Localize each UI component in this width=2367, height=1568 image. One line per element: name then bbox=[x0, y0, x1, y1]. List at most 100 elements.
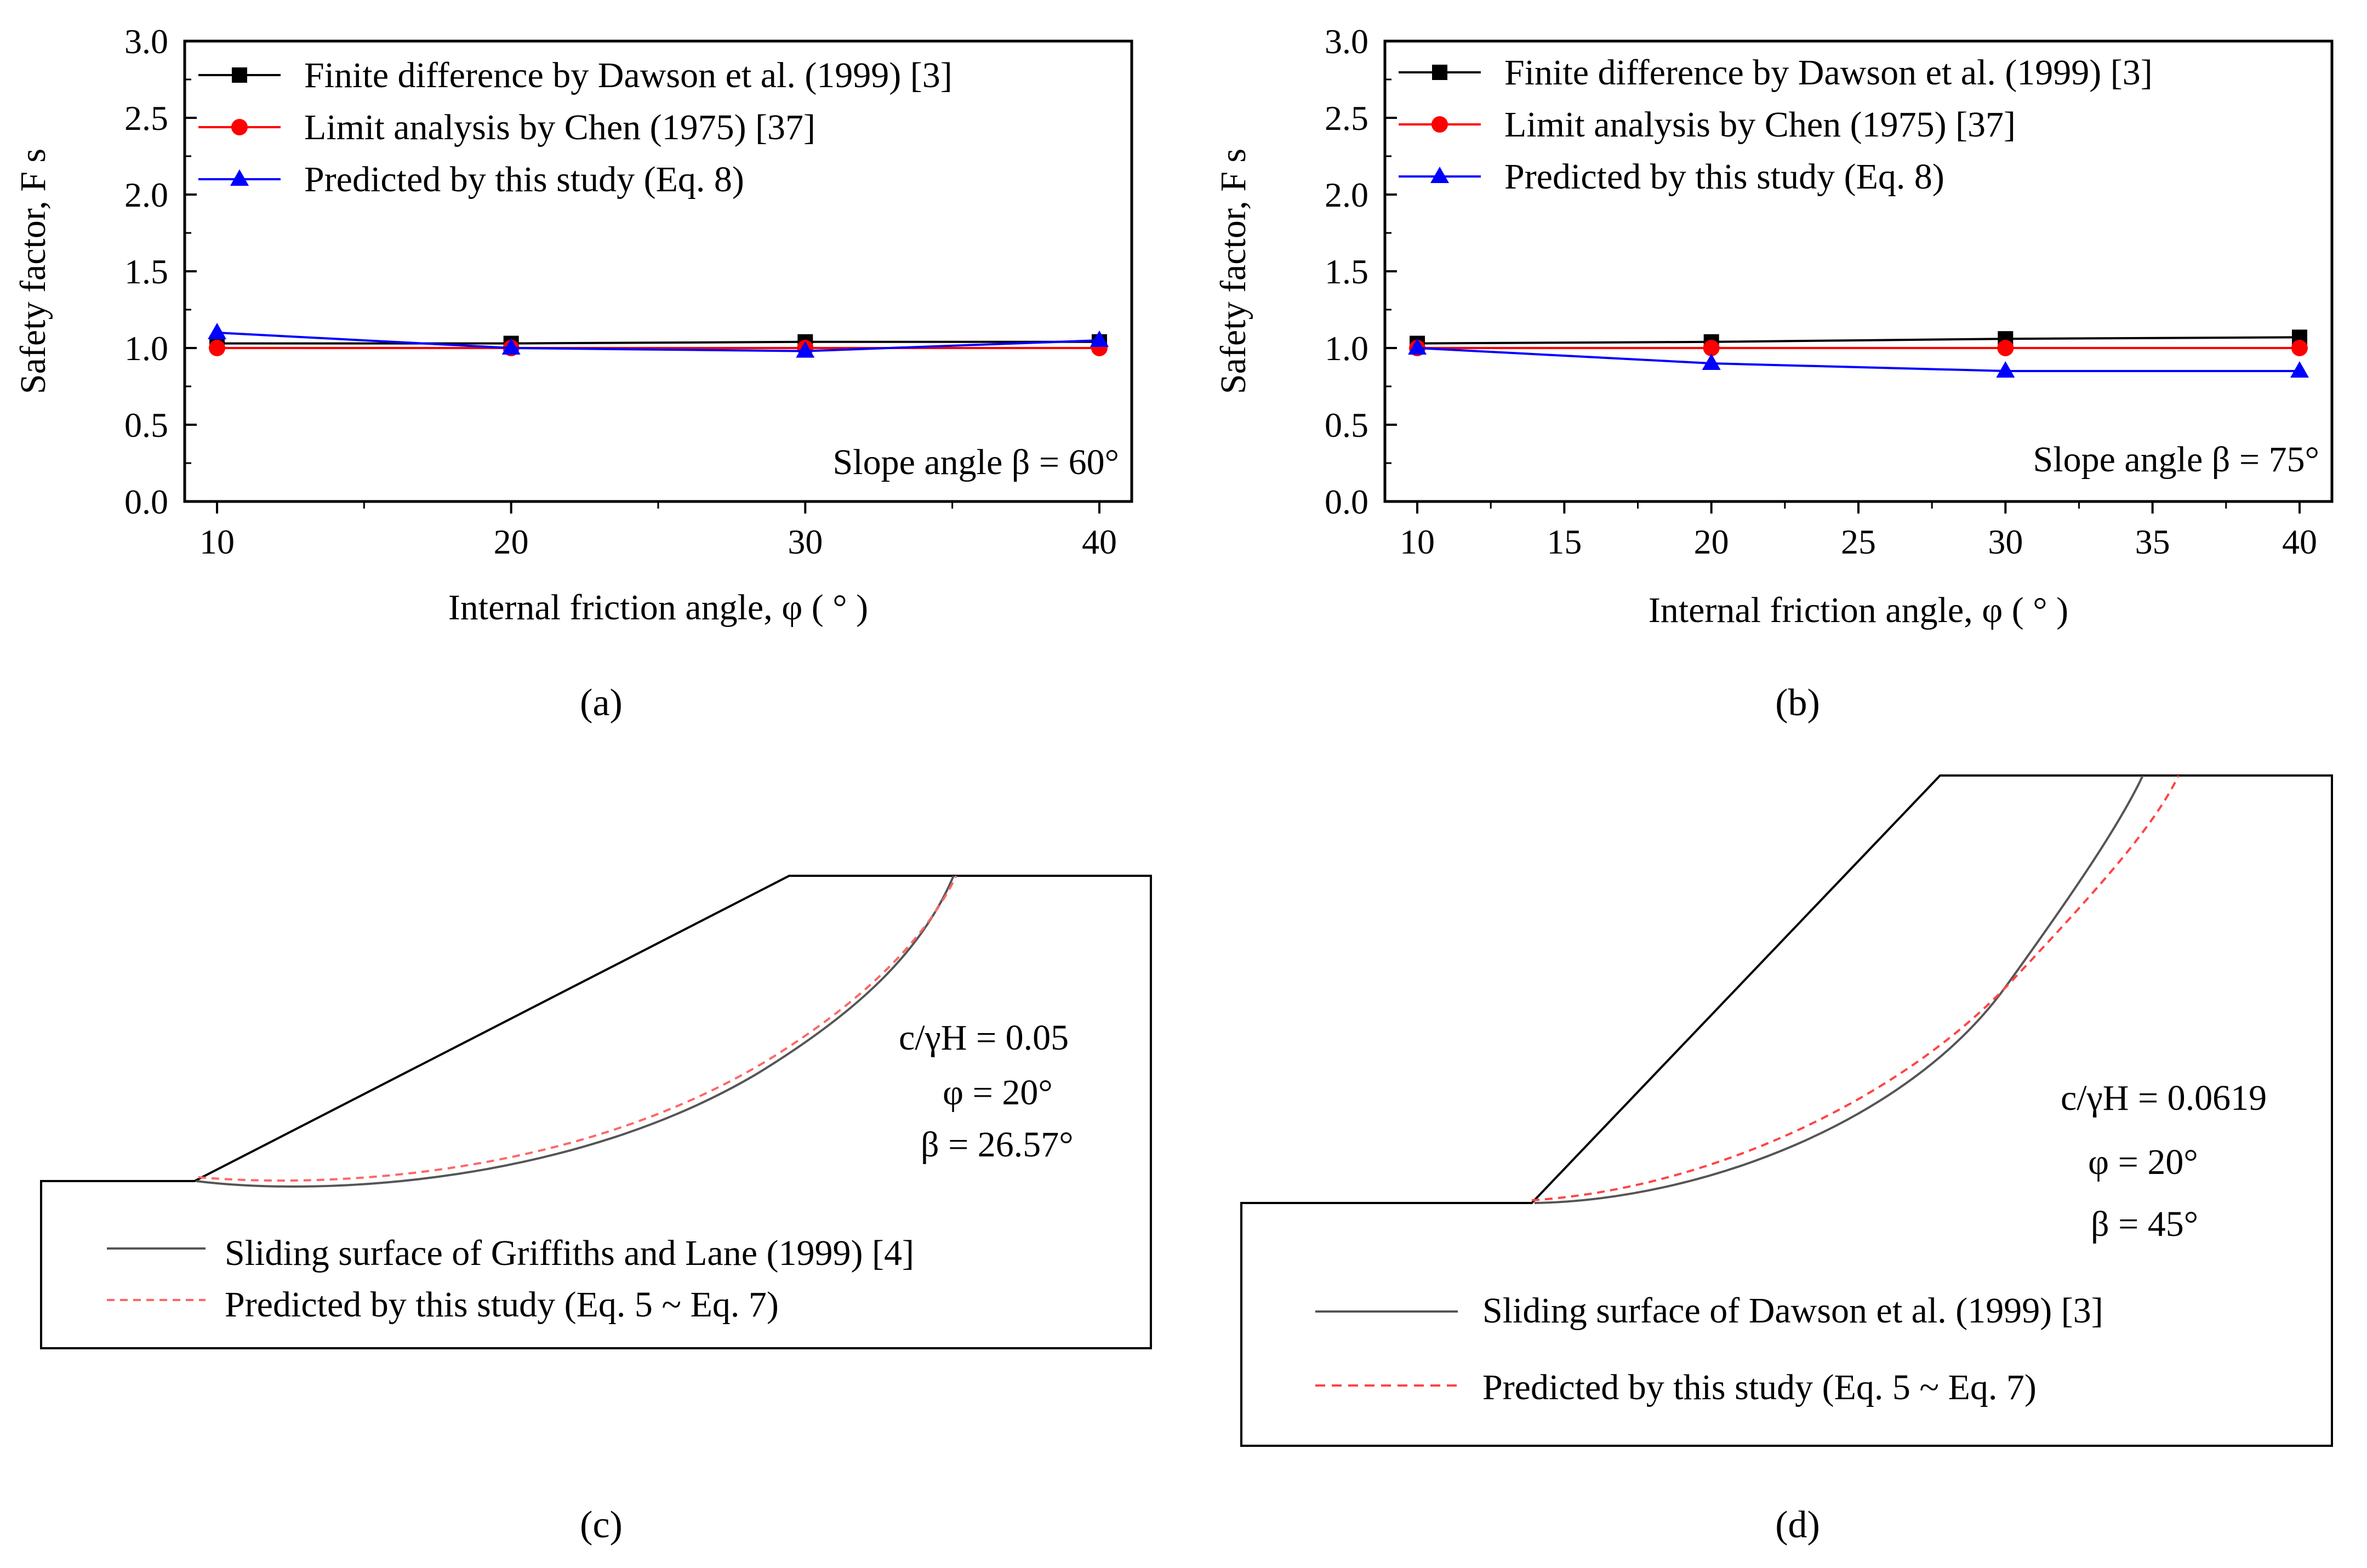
circle-marker-icon bbox=[231, 119, 248, 135]
friction-angle-annotation: φ = 20° bbox=[943, 1073, 1053, 1113]
panel-label-d: (d) bbox=[1775, 1504, 1820, 1546]
panel-b-chart: 0.0 0.5 1.0 1.5 2.0 2.5 3.0 10 15 20 25 30 35 40 Fin… bbox=[1213, 22, 2334, 630]
data-point-circle bbox=[2291, 340, 2308, 356]
y-tick-label: 0.0 bbox=[1325, 482, 1368, 521]
y-tick-label: 1.0 bbox=[1325, 329, 1368, 368]
y-tick-label: 1.5 bbox=[124, 252, 168, 291]
y-tick-label: 2.0 bbox=[124, 175, 168, 214]
data-point-triangle bbox=[1996, 361, 2015, 378]
y-tick-label: 0.0 bbox=[124, 482, 168, 521]
data-point-triangle bbox=[1090, 330, 1109, 347]
y-tick-label: 0.5 bbox=[124, 406, 168, 444]
panel-label-c: (c) bbox=[580, 1504, 623, 1546]
x-axis: 10 15 20 25 30 35 40 bbox=[1400, 501, 2317, 561]
data-point-triangle bbox=[208, 323, 227, 339]
series-line bbox=[1417, 336, 2300, 345]
x-tick-label: 20 bbox=[494, 522, 529, 561]
legend-label: Sliding surface of Dawson et al. (1999) … bbox=[1482, 1291, 2103, 1331]
legend: Finite difference by Dawson et al. (1999… bbox=[1399, 53, 2153, 197]
panel-c-diagram: c/γH = 0.05 φ = 20° β = 26.57° Sliding s… bbox=[40, 875, 1152, 1349]
svg-text:Safety factor, F s: Safety factor, F s bbox=[13, 149, 53, 394]
data-point-triangle bbox=[501, 338, 521, 355]
legend-label: Predicted by this study (Eq. 8) bbox=[304, 159, 744, 199]
series-line bbox=[216, 332, 1100, 352]
panel-d-diagram: c/γH = 0.0619 φ = 20° β = 45° Sliding su… bbox=[1240, 774, 2333, 1447]
sliding-surface-reference bbox=[196, 875, 955, 1188]
series-layer bbox=[1408, 329, 2309, 378]
legend-label: Limit analysis by Chen (1975) [37] bbox=[1504, 105, 2016, 145]
legend-label: Limit analysis by Chen (1975) [37] bbox=[304, 107, 815, 147]
data-point-triangle bbox=[2290, 361, 2309, 378]
sliding-surface-predicted bbox=[1531, 775, 2180, 1201]
x-tick-label: 40 bbox=[2282, 522, 2317, 561]
data-point-triangle bbox=[796, 341, 815, 358]
series-layer bbox=[208, 323, 1109, 358]
triangle-marker-icon bbox=[230, 169, 249, 186]
y-tick-label: 0.5 bbox=[1325, 406, 1368, 444]
friction-angle-annotation: φ = 20° bbox=[2088, 1142, 2198, 1182]
x-axis-title: Internal friction angle, φ ( ° ) bbox=[448, 588, 868, 628]
slope-angle-annotation: Slope angle β = 60° bbox=[833, 442, 1119, 482]
cohesion-annotation: c/γH = 0.05 bbox=[899, 1018, 1069, 1058]
x-tick-label: 20 bbox=[1694, 522, 1729, 561]
legend-label: Predicted by this study (Eq. 8) bbox=[1504, 157, 1944, 197]
cohesion-annotation: c/γH = 0.0619 bbox=[2061, 1078, 2267, 1118]
y-tick-label: 1.5 bbox=[1325, 252, 1368, 291]
svg-text:Safety factor, F s: Safety factor, F s bbox=[1213, 149, 1253, 394]
slope-angle-annotation: Slope angle β = 75° bbox=[2033, 440, 2319, 480]
series-line bbox=[217, 340, 1099, 345]
x-tick-label: 35 bbox=[2135, 522, 2170, 561]
x-tick-label: 40 bbox=[1082, 522, 1117, 561]
y-tick-label: 2.5 bbox=[124, 99, 168, 138]
legend-item-predicted: Predicted by this study (Eq. 8) bbox=[198, 159, 744, 199]
x-axis-title: Internal friction angle, φ ( ° ) bbox=[1649, 590, 2068, 630]
square-marker-icon bbox=[1432, 65, 1447, 80]
slope-angle-annotation: β = 45° bbox=[2091, 1204, 2198, 1244]
legend-item-predicted: Predicted by this study (Eq. 8) bbox=[1399, 157, 1944, 197]
y-tick-label: 2.0 bbox=[1325, 175, 1368, 214]
legend-label: Predicted by this study (Eq. 5 ~ Eq. 7) bbox=[1482, 1367, 2037, 1407]
legend: Sliding surface of Dawson et al. (1999) … bbox=[1315, 1291, 2103, 1407]
legend-item-finite-difference: Finite difference by Dawson et al. (1999… bbox=[198, 55, 952, 95]
data-point-circle bbox=[1703, 340, 1720, 356]
data-point-circle bbox=[209, 340, 226, 356]
data-point-triangle bbox=[1408, 338, 1427, 355]
legend-item-limit-analysis: Limit analysis by Chen (1975) [37] bbox=[1399, 105, 2016, 145]
legend-label: Sliding surface of Griffiths and Lane (1… bbox=[225, 1233, 914, 1273]
x-tick-label: 30 bbox=[788, 522, 823, 561]
y-tick-label: 3.0 bbox=[124, 22, 168, 61]
legend: Sliding surface of Griffiths and Lane (1… bbox=[107, 1233, 914, 1325]
legend-item-limit-analysis: Limit analysis by Chen (1975) [37] bbox=[198, 107, 815, 147]
sliding-surface-predicted bbox=[198, 875, 957, 1182]
slope-angle-annotation: β = 26.57° bbox=[921, 1125, 1074, 1165]
y-tick-label: 2.5 bbox=[1325, 99, 1368, 138]
x-tick-label: 30 bbox=[1988, 522, 2023, 561]
panel-label-a: (a) bbox=[580, 682, 623, 724]
circle-marker-icon bbox=[1431, 116, 1448, 133]
x-tick-label: 10 bbox=[1400, 522, 1435, 561]
y-tick-label: 1.0 bbox=[124, 329, 168, 368]
data-point-triangle bbox=[1702, 353, 1721, 370]
y-axis: 0.0 0.5 1.0 1.5 2.0 2.5 3.0 bbox=[1325, 22, 1397, 521]
panel-label-b: (b) bbox=[1775, 682, 1820, 724]
y-tick-label: 3.0 bbox=[1325, 22, 1368, 61]
y-axis-title: Safety factor, F s bbox=[13, 149, 53, 394]
square-marker-icon bbox=[232, 67, 247, 83]
sliding-surface-reference bbox=[1534, 775, 2144, 1204]
legend-label: Finite difference by Dawson et al. (1999… bbox=[304, 55, 952, 95]
panel-a-chart: 0.0 0.5 1.0 1.5 2.0 2.5 3.0 10 20 30 40 Finite di… bbox=[13, 22, 1133, 628]
legend: Finite difference by Dawson et al. (1999… bbox=[198, 55, 952, 199]
data-point-circle bbox=[1997, 340, 2014, 356]
triangle-marker-icon bbox=[1430, 167, 1449, 183]
x-axis: 10 20 30 40 bbox=[199, 501, 1117, 561]
series-line bbox=[1417, 347, 2300, 372]
x-tick-label: 15 bbox=[1547, 522, 1582, 561]
legend-label: Finite difference by Dawson et al. (1999… bbox=[1504, 53, 2153, 93]
x-tick-label: 25 bbox=[1841, 522, 1876, 561]
y-axis-title: Safety factor, F s bbox=[1213, 149, 1253, 394]
legend-item-finite-difference: Finite difference by Dawson et al. (1999… bbox=[1399, 53, 2153, 93]
x-tick-label: 10 bbox=[199, 522, 235, 561]
legend-label: Predicted by this study (Eq. 5 ~ Eq. 7) bbox=[225, 1285, 779, 1325]
y-axis: 0.0 0.5 1.0 1.5 2.0 2.5 3.0 bbox=[124, 22, 197, 521]
